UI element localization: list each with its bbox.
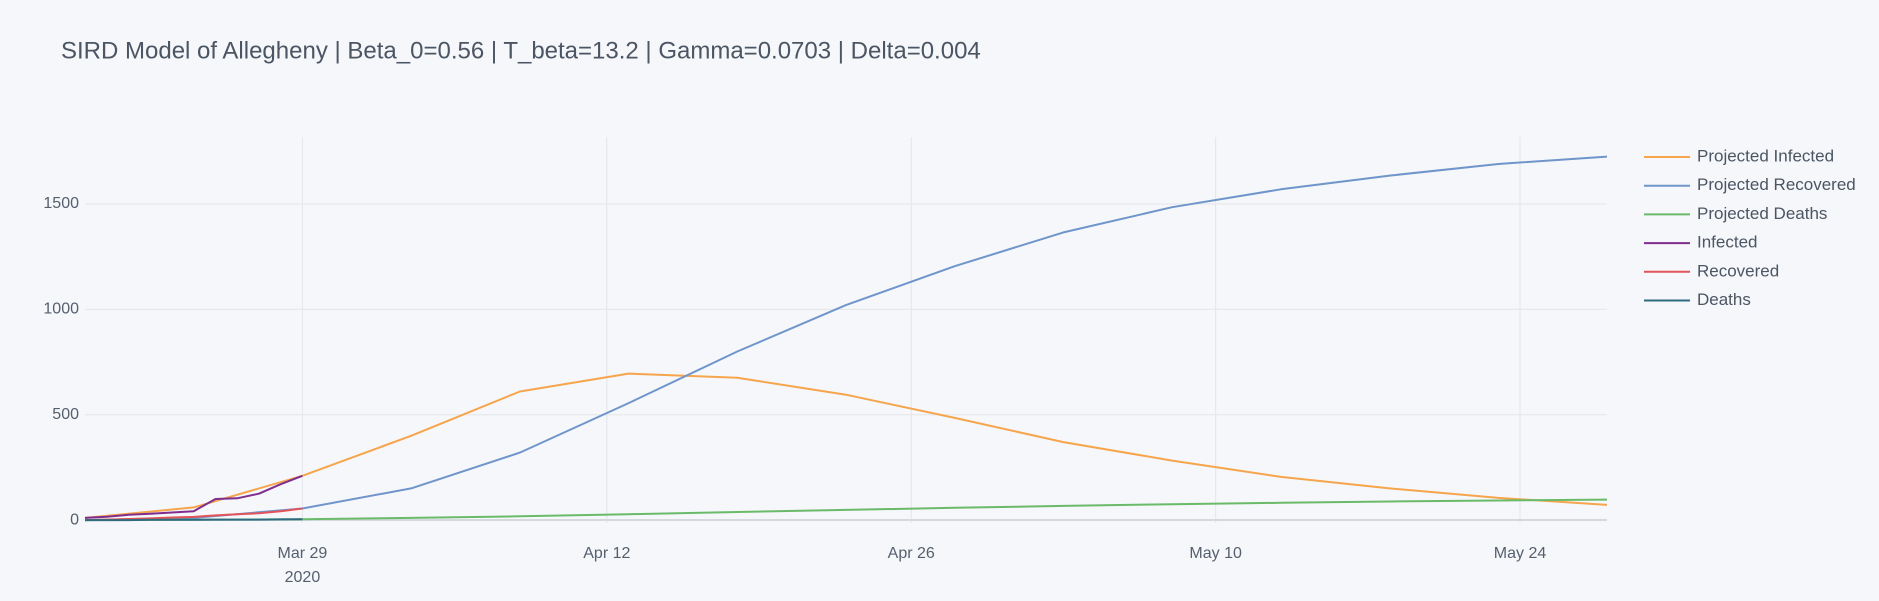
legend-label: Projected Infected — [1697, 146, 1834, 165]
plot — [84, 155, 1608, 522]
y-tick-label: 1000 — [43, 301, 79, 318]
grid: Mar 29 2020 Apr 12 Apr 26 May 10 May 24 0 500 10… — [43, 137, 1607, 586]
series-line — [84, 155, 1608, 522]
series-line — [84, 474, 303, 519]
legend-label: Deaths — [1697, 290, 1751, 309]
legend-label: Infected — [1697, 233, 1758, 252]
chart-title: SIRD Model of Allegheny | Beta_0=0.56 | … — [61, 37, 981, 64]
legend-label: Projected Deaths — [1697, 204, 1827, 223]
x-year-label: 2020 — [285, 569, 321, 586]
x-tick-label: Apr 12 — [583, 545, 630, 562]
series-line — [85, 518, 303, 522]
series-line — [84, 372, 1608, 519]
y-tick-label: 500 — [52, 406, 79, 423]
legend-label: Recovered — [1697, 261, 1779, 280]
x-tick-label: Apr 26 — [888, 545, 935, 562]
x-tick-label: May 10 — [1189, 545, 1242, 562]
legend: Projected Infected Projected Recovered Pro… — [1644, 146, 1856, 309]
y-tick-label: 1500 — [43, 195, 79, 212]
x-tick-label: May 24 — [1494, 545, 1547, 562]
series-line — [84, 498, 1608, 522]
legend-label: Projected Recovered — [1697, 175, 1856, 194]
y-tick-label: 0 — [70, 511, 79, 528]
x-tick-label: Mar 29 — [278, 545, 328, 562]
